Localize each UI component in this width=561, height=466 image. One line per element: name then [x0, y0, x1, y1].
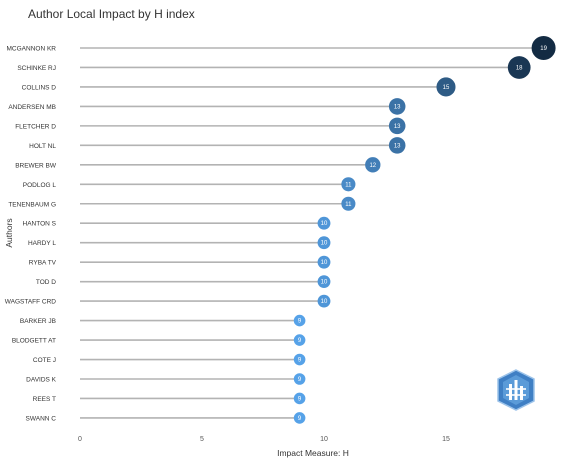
- data-label: 9: [298, 396, 302, 402]
- data-point: [317, 255, 331, 269]
- x-tick-labels: 0 5 10 15: [78, 436, 450, 443]
- y-tick-label: TENENBAUM G: [8, 201, 56, 208]
- data-label: 11: [345, 182, 352, 188]
- data-label: 10: [321, 221, 328, 227]
- bibliometrix-logo-icon: [497, 369, 535, 411]
- data-point: [507, 56, 531, 79]
- y-tick-label: HARDY L: [28, 240, 56, 247]
- y-tick-label: MCGANNON KR: [7, 46, 57, 53]
- x-tick-label: 5: [200, 436, 204, 443]
- y-tick-label: COTE J: [33, 357, 56, 364]
- data-label: 10: [321, 280, 328, 286]
- data-point: [293, 353, 306, 366]
- data-point: [388, 117, 406, 135]
- x-tick-label: 10: [320, 436, 328, 443]
- data-point: [388, 98, 406, 115]
- data-point: [341, 177, 356, 192]
- chart-title: Author Local Impact by H index: [28, 7, 195, 21]
- data-point: [317, 236, 331, 250]
- y-tick-labels: MCGANNON KR SCHINKE RJ COLLINS D ANDERSEN M…: [5, 46, 57, 423]
- y-tick-label: REES T: [33, 396, 56, 403]
- data-label: 11: [345, 202, 352, 208]
- y-tick-label: RYBA TV: [29, 260, 57, 267]
- data-label: 9: [298, 377, 302, 383]
- y-axis-title: Authors: [4, 218, 14, 247]
- y-tick-label: BARKER JB: [20, 318, 56, 325]
- data-point: [531, 36, 556, 60]
- y-tick-label: TOD D: [36, 279, 56, 286]
- y-tick-label: SWANN C: [26, 415, 57, 422]
- y-tick-label: BREWER BW: [15, 162, 57, 169]
- data-point: [365, 157, 381, 173]
- y-tick-label: PODLOG L: [23, 182, 57, 189]
- y-tick-label: DAVIDS K: [26, 376, 57, 383]
- data-label: 13: [394, 143, 401, 149]
- data-point: [341, 196, 356, 211]
- stems-layer: [80, 47, 544, 419]
- y-tick-label: ANDERSEN MB: [8, 104, 56, 111]
- data-point: [436, 77, 456, 97]
- data-label: 9: [298, 338, 302, 344]
- data-point: [293, 392, 306, 405]
- data-label: 13: [394, 124, 401, 130]
- y-tick-label: HANTON S: [23, 221, 57, 228]
- data-label: 9: [298, 358, 302, 364]
- data-point: [293, 412, 306, 424]
- x-axis-title: Impact Measure: H: [277, 448, 349, 458]
- data-label: 12: [369, 163, 376, 169]
- y-tick-label: BLODGETT AT: [12, 338, 56, 345]
- data-label: 13: [394, 104, 401, 110]
- data-label: 15: [443, 85, 450, 91]
- data-point: [293, 314, 306, 327]
- data-point: [388, 137, 406, 154]
- data-label: 10: [321, 241, 328, 247]
- y-tick-label: WAGSTAFF CRD: [5, 299, 57, 306]
- data-point: [317, 294, 331, 308]
- data-label: 10: [321, 260, 328, 266]
- data-label: 10: [321, 299, 328, 305]
- data-label: 18: [516, 65, 523, 71]
- data-label: 9: [298, 416, 302, 422]
- y-tick-label: SCHINKE RJ: [17, 65, 56, 72]
- data-point: [317, 275, 331, 289]
- x-tick-label: 15: [442, 436, 450, 443]
- x-tick-label: 0: [78, 436, 82, 443]
- y-tick-label: FLETCHER D: [15, 123, 56, 130]
- data-label: 9: [298, 319, 302, 325]
- data-point: [293, 334, 306, 346]
- data-point: [317, 216, 331, 230]
- data-point: [293, 373, 306, 385]
- data-label: 19: [540, 46, 547, 52]
- dots-layer: 19 18 15 13 13 13 12 11 11 10 10 10 10 10 9 9 9 9 9 9: [293, 36, 556, 424]
- y-tick-label: HOLT NL: [29, 143, 56, 150]
- y-tick-label: COLLINS D: [22, 84, 57, 91]
